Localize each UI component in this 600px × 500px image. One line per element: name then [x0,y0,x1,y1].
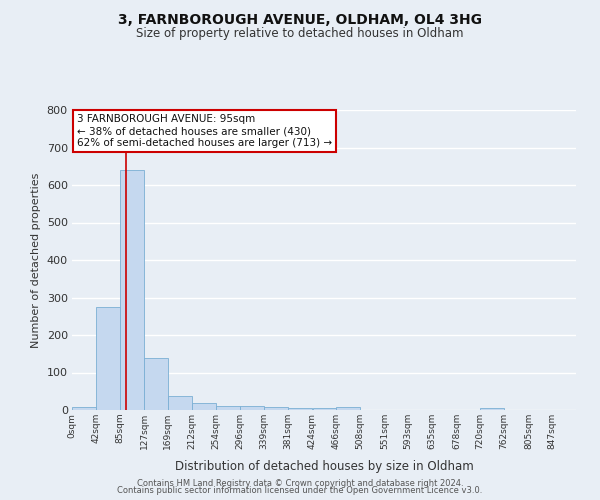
Text: 3, FARNBOROUGH AVENUE, OLDHAM, OL4 3HG: 3, FARNBOROUGH AVENUE, OLDHAM, OL4 3HG [118,12,482,26]
Text: Contains public sector information licensed under the Open Government Licence v3: Contains public sector information licen… [118,486,482,495]
Bar [313,408,336,410]
Y-axis label: Number of detached properties: Number of detached properties [31,172,41,348]
Bar [481,408,504,410]
Text: Size of property relative to detached houses in Oldham: Size of property relative to detached ho… [136,28,464,40]
Bar [216,406,239,410]
Bar [240,406,264,410]
Text: Contains HM Land Registry data © Crown copyright and database right 2024.: Contains HM Land Registry data © Crown c… [137,478,463,488]
Bar [265,407,288,410]
Bar [193,403,216,410]
Bar [144,358,167,410]
Bar [337,408,360,410]
Bar [96,307,120,410]
Bar [121,170,144,410]
Bar [288,408,312,410]
Bar [72,407,95,410]
Text: 3 FARNBOROUGH AVENUE: 95sqm
← 38% of detached houses are smaller (430)
62% of se: 3 FARNBOROUGH AVENUE: 95sqm ← 38% of det… [77,114,332,148]
Bar [168,396,192,410]
X-axis label: Distribution of detached houses by size in Oldham: Distribution of detached houses by size … [175,460,473,473]
